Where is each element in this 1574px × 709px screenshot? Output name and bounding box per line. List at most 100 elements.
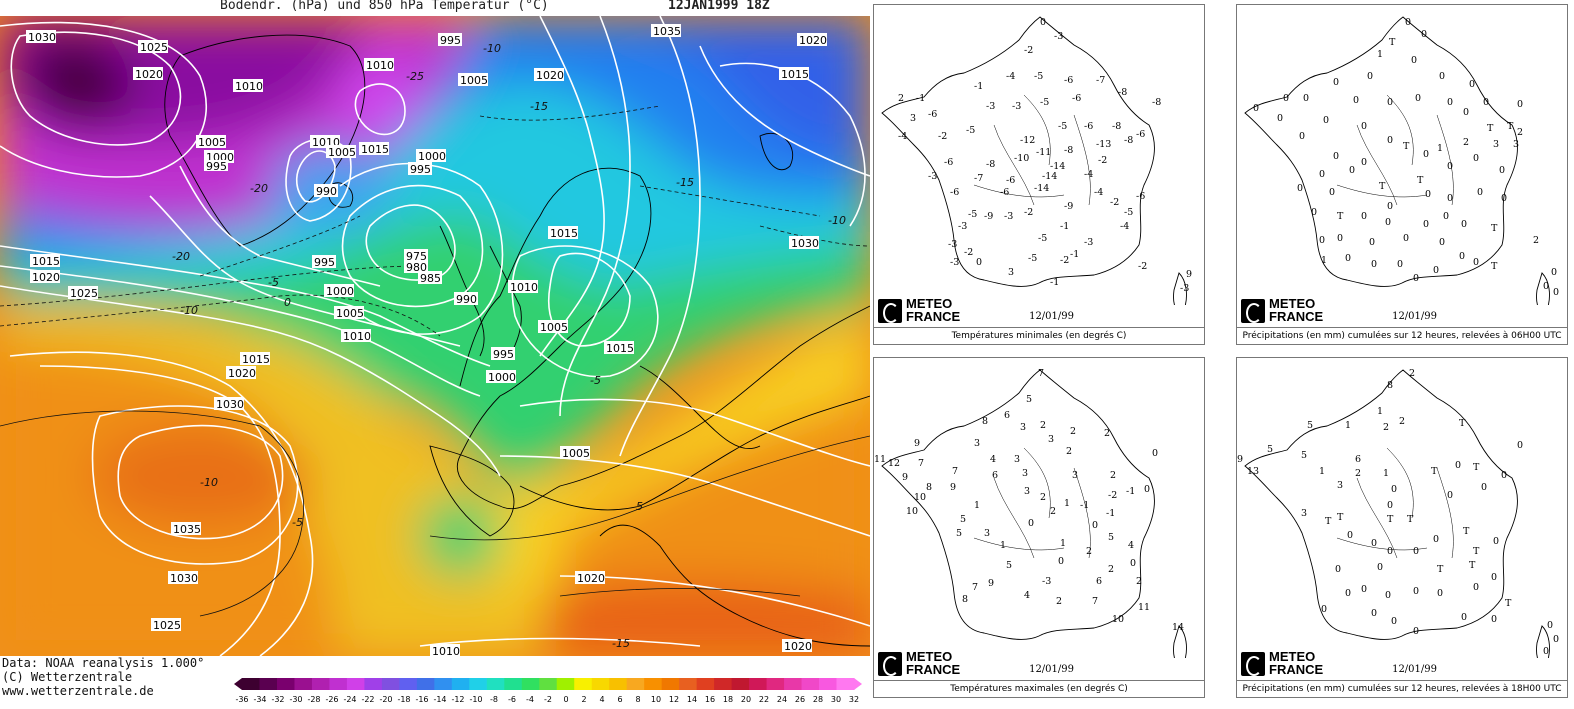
svg-text:1015: 1015 <box>781 68 809 81</box>
svg-text:1015: 1015 <box>550 227 578 240</box>
svg-text:3: 3 <box>984 528 990 539</box>
svg-text:1: 1 <box>1383 468 1389 479</box>
svg-text:-2: -2 <box>1110 197 1119 208</box>
temperature-label: -15 <box>676 176 694 189</box>
scale-tick-label: -32 <box>271 695 284 704</box>
svg-text:0: 0 <box>1425 189 1431 200</box>
svg-text:4: 4 <box>1024 590 1030 601</box>
credit-website[interactable]: www.wetterzentrale.de <box>2 684 154 698</box>
svg-text:0: 0 <box>1311 207 1317 218</box>
svg-text:-3: -3 <box>1012 101 1021 112</box>
svg-text:0: 0 <box>1377 562 1383 573</box>
pressure-label: 980 <box>404 260 428 274</box>
svg-text:0: 0 <box>1459 251 1465 262</box>
svg-text:1: 1 <box>1000 540 1006 551</box>
svg-text:-14: -14 <box>1042 171 1057 182</box>
scale-swatch <box>242 678 260 690</box>
svg-text:0: 0 <box>1387 97 1393 108</box>
svg-text:-3: -3 <box>928 171 937 182</box>
svg-text:0: 0 <box>1345 588 1351 599</box>
svg-text:1005: 1005 <box>336 307 364 320</box>
pressure-label: 1000 <box>486 370 516 384</box>
temperature-label: -5 <box>268 276 279 289</box>
svg-text:-2: -2 <box>1024 45 1033 56</box>
meteo-france-logo: METEO FRANCE <box>878 650 974 677</box>
svg-text:0: 0 <box>1387 135 1393 146</box>
svg-text:0: 0 <box>1413 273 1419 284</box>
svg-text:2: 2 <box>1108 564 1114 575</box>
svg-text:2: 2 <box>1104 428 1110 439</box>
svg-text:0: 0 <box>1367 71 1373 82</box>
svg-text:6: 6 <box>992 470 998 481</box>
pressure-label: 1005 <box>326 145 356 159</box>
svg-text:-4: -4 <box>1120 221 1129 232</box>
pressure-label: 990 <box>314 184 338 198</box>
svg-text:0: 0 <box>1387 201 1393 212</box>
svg-text:0: 0 <box>1439 71 1445 82</box>
scale-tick-label: -22 <box>361 695 374 704</box>
svg-text:T: T <box>1337 512 1344 523</box>
svg-text:-1: -1 <box>1060 221 1069 232</box>
svg-text:T: T <box>1473 546 1480 557</box>
svg-text:2: 2 <box>1110 470 1116 481</box>
svg-text:5: 5 <box>1006 560 1012 571</box>
svg-text:5: 5 <box>956 528 962 539</box>
meteo-france-logo-mark <box>1241 299 1265 323</box>
svg-text:0: 0 <box>1517 440 1523 451</box>
scale-swatch <box>294 678 313 690</box>
scale-tick-label: -16 <box>415 695 428 704</box>
svg-text:0: 0 <box>1397 259 1403 270</box>
scale-arrow-high <box>854 678 862 690</box>
svg-text:11: 11 <box>874 454 886 465</box>
svg-text:0: 0 <box>1347 530 1353 541</box>
pressure-label: 1005 <box>334 306 364 320</box>
svg-text:-1: -1 <box>1080 500 1089 511</box>
svg-text:2: 2 <box>1050 506 1056 517</box>
svg-text:T: T <box>1463 526 1470 537</box>
svg-text:2: 2 <box>898 93 904 104</box>
svg-text:-6: -6 <box>944 157 953 168</box>
svg-text:-2: -2 <box>1060 255 1069 266</box>
scale-tick-label: -12 <box>451 695 464 704</box>
svg-text:0: 0 <box>1477 187 1483 198</box>
scale-tick-label: -6 <box>508 695 516 704</box>
svg-text:1020: 1020 <box>784 640 812 653</box>
svg-text:T: T <box>1403 141 1410 152</box>
svg-text:0: 0 <box>1439 237 1445 248</box>
svg-text:0: 0 <box>1028 518 1034 529</box>
svg-text:-4: -4 <box>1094 187 1103 198</box>
svg-text:T: T <box>1473 462 1480 473</box>
scale-swatch <box>661 678 680 690</box>
pressure-label: 1015 <box>359 142 389 156</box>
color-scale: -36 -34 -32 -30 -28 -26 -24 -22 -20 -18 -16 -14 -12-… <box>234 676 870 705</box>
svg-text:0: 0 <box>1415 93 1421 104</box>
svg-text:5: 5 <box>1267 444 1273 455</box>
pressure-label: 1030 <box>168 571 198 585</box>
svg-text:0: 0 <box>1447 490 1453 501</box>
credit-copyright: (C) Wetterzentrale <box>2 670 133 684</box>
svg-text:-8: -8 <box>1112 121 1121 132</box>
svg-text:0: 0 <box>1361 584 1367 595</box>
svg-text:-2: -2 <box>1138 261 1147 272</box>
svg-text:1000: 1000 <box>488 371 516 384</box>
color-scale-svg: -36 -34 -32 -30 -28 -26 -24 -22 -20 -18 -16 -14 -12-… <box>234 678 862 704</box>
svg-text:0: 0 <box>1337 233 1343 244</box>
scale-swatch <box>364 678 383 690</box>
svg-text:0: 0 <box>1253 103 1259 114</box>
svg-text:975: 975 <box>406 250 427 263</box>
panel-date: 12/01/99 <box>1392 664 1437 675</box>
pressure-label: 995 <box>438 33 462 47</box>
svg-text:0: 0 <box>1092 520 1098 531</box>
scale-swatch <box>731 678 750 690</box>
svg-text:-3: -3 <box>1042 576 1051 587</box>
svg-text:T: T <box>1379 181 1386 192</box>
svg-text:-3: -3 <box>1004 211 1013 222</box>
svg-text:0: 0 <box>1413 546 1419 557</box>
svg-text:0: 0 <box>1277 113 1283 124</box>
svg-text:-4: -4 <box>1006 71 1015 82</box>
svg-text:0: 0 <box>1361 121 1367 132</box>
svg-text:2: 2 <box>1136 576 1142 587</box>
svg-text:995: 995 <box>314 256 335 269</box>
svg-text:0: 0 <box>1283 93 1289 104</box>
scale-swatch <box>276 678 295 690</box>
